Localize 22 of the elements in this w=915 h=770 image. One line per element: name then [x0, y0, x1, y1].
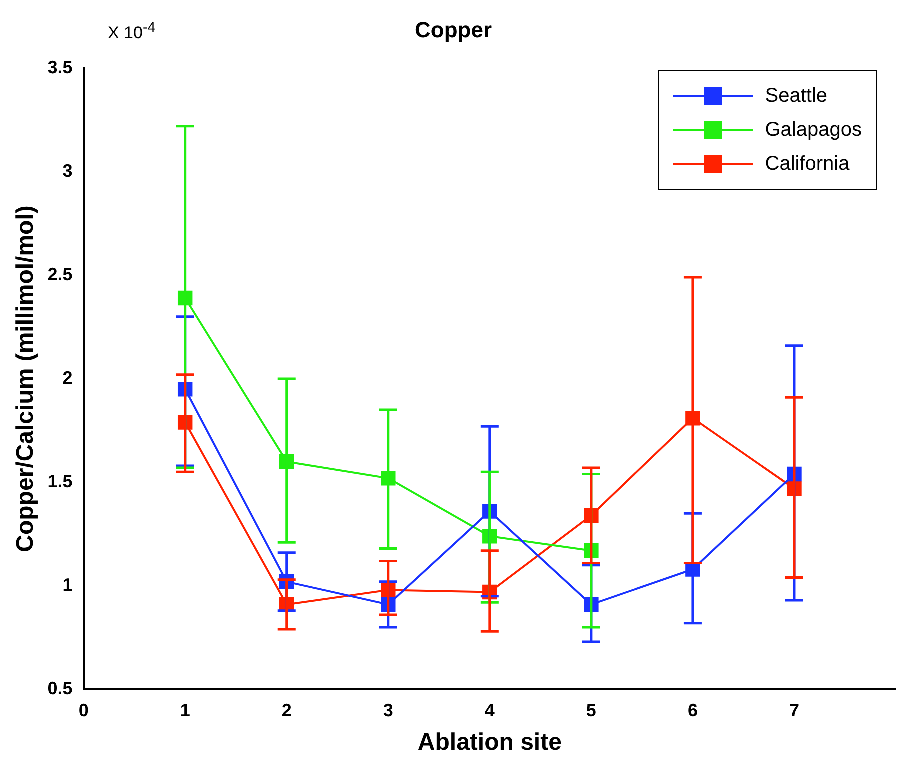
x-tick-label: 7 — [789, 700, 800, 720]
y-tick-label: 2.5 — [48, 264, 73, 284]
x-tick-label: 5 — [586, 700, 596, 720]
legend-label: Galapagos — [765, 118, 862, 142]
y-tick-label: 3.5 — [48, 57, 73, 78]
x-tick-label: 3 — [383, 700, 394, 720]
chart-title: Copper — [415, 17, 492, 42]
legend-label: California — [765, 152, 850, 176]
x-axis-title: Ablation site — [418, 729, 562, 756]
y-tick-label: 3 — [62, 160, 73, 181]
x-tick-label: 6 — [688, 700, 698, 720]
y-tick-label: 1.5 — [48, 472, 73, 492]
legend-label: Seattle — [765, 84, 828, 108]
x-tick-label: 4 — [484, 700, 495, 720]
y-axis-title: Copper/Calcium (millimol/mol) — [12, 206, 40, 552]
x-tick-label: 2 — [282, 700, 292, 720]
x-tick-label: 0 — [78, 700, 89, 720]
x-tick-label: 1 — [180, 700, 190, 720]
y-tick-label: 0.5 — [48, 678, 73, 699]
y-tick-label: 1 — [62, 575, 73, 596]
y-tick-label: 2 — [62, 368, 73, 388]
text: X 10$^{-4}$ — [108, 20, 156, 44]
